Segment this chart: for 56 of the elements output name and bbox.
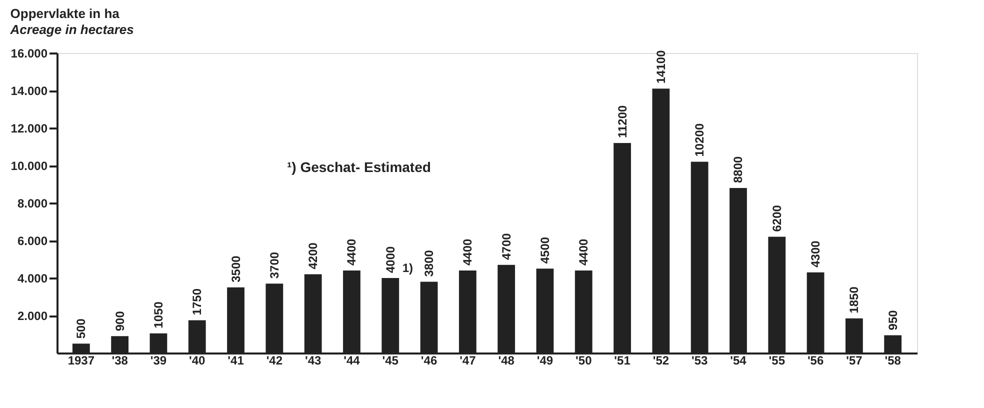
data-label: 1750: [190, 288, 204, 316]
annotation: ¹) Geschat- Estimated: [287, 159, 431, 175]
data-label: 4200: [306, 242, 320, 270]
x-tick-label: '38: [112, 354, 128, 368]
x-tick-label: '46: [420, 354, 438, 368]
x-tick-label: '45: [382, 354, 399, 368]
data-label: 6200: [770, 204, 784, 232]
y-tick-label: 12.000: [10, 122, 48, 136]
data-label: 4000: [383, 246, 398, 273]
y-tick-label: 8.000: [17, 196, 48, 210]
data-label: 3800: [422, 250, 436, 277]
x-tick-label: '52: [652, 354, 670, 368]
data-label: 4500: [538, 236, 552, 264]
x-tick-label: '57: [846, 354, 863, 368]
data-label: 1050: [151, 301, 166, 328]
data-label: 10200: [692, 123, 707, 157]
x-tick-label: '41: [228, 354, 244, 368]
data-label: 4700: [499, 232, 514, 260]
x-tick-label: '50: [576, 354, 592, 368]
data-label: 950: [886, 310, 900, 330]
x-tick-label: '54: [730, 354, 747, 368]
x-tick-label: '39: [150, 354, 167, 368]
x-tick-label: '49: [536, 354, 554, 368]
y-tick-label: 6.000: [17, 234, 48, 248]
x-tick-label: '55: [768, 354, 786, 368]
data-label: 14100: [654, 50, 668, 84]
data-label: 3700: [267, 252, 282, 279]
data-label: 11200: [615, 104, 630, 138]
x-tick-label: '48: [498, 354, 515, 368]
data-label: 4400: [460, 238, 475, 266]
x-tick-label: '44: [344, 354, 360, 368]
x-tick-label: '51: [614, 354, 631, 368]
x-tick-label: '47: [460, 354, 476, 368]
chart-title: Oppervlakte in ha: [10, 6, 120, 21]
y-tick-label: 14.000: [10, 84, 48, 98]
x-tick-label: '56: [807, 354, 824, 368]
data-label: 3500: [228, 255, 243, 282]
y-tick-label: 4.000: [17, 272, 48, 286]
data-label: 4400: [344, 238, 359, 266]
data-label: 500: [74, 318, 88, 339]
x-tick-label: '43: [304, 354, 322, 368]
y-tick-label: 16.000: [10, 46, 48, 60]
y-tick-label: 2.000: [17, 309, 48, 323]
y-tick-label: 10.000: [10, 159, 48, 173]
x-tick-label: '58: [884, 354, 902, 368]
annotation: 1): [402, 261, 414, 275]
data-label: 4300: [808, 240, 823, 268]
x-tick-label: '42: [266, 354, 283, 368]
x-tick-label: '53: [691, 354, 708, 368]
data-label: 8800: [731, 156, 746, 183]
data-label: 1850: [847, 286, 862, 314]
x-tick-label: 1937: [68, 354, 95, 368]
x-tick-label: '40: [189, 354, 206, 368]
data-label: 4400: [576, 238, 591, 266]
data-label: 900: [112, 310, 127, 332]
chart-subtitle: Acreage in hectares: [9, 22, 134, 37]
